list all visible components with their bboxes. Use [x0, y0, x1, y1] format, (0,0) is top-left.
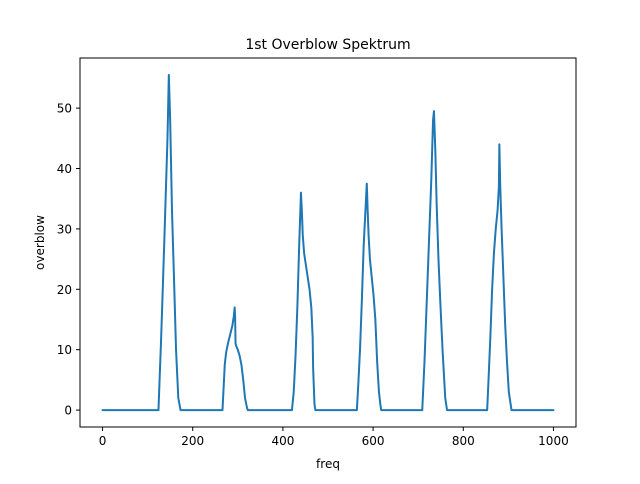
y-tick-label: 0 [64, 404, 72, 418]
x-tick-label: 200 [181, 434, 204, 448]
y-axis-label: overblow [33, 215, 47, 270]
series-layer [101, 73, 555, 412]
x-axis: 0 200 400 600 800 1000 [99, 427, 569, 448]
x-tick-label: 0 [99, 434, 107, 448]
y-tick-label: 50 [57, 102, 72, 116]
x-tick-label: 400 [271, 434, 294, 448]
axes-frame [79, 57, 577, 428]
y-tick-label: 30 [57, 222, 72, 236]
y-tick-label: 10 [57, 343, 72, 357]
x-tick-label: 1000 [538, 434, 569, 448]
x-tick-label: 600 [362, 434, 385, 448]
plot-area [79, 57, 577, 428]
y-tick-label: 40 [57, 162, 72, 176]
x-axis-label: freq [316, 457, 340, 471]
y-axis: 0 10 20 30 40 50 [57, 102, 80, 418]
x-tick-label: 800 [452, 434, 475, 448]
y-tick-label: 20 [57, 283, 72, 297]
series-line-0 [101, 73, 555, 412]
chart-title: 1st Overblow Spektrum [245, 37, 410, 53]
